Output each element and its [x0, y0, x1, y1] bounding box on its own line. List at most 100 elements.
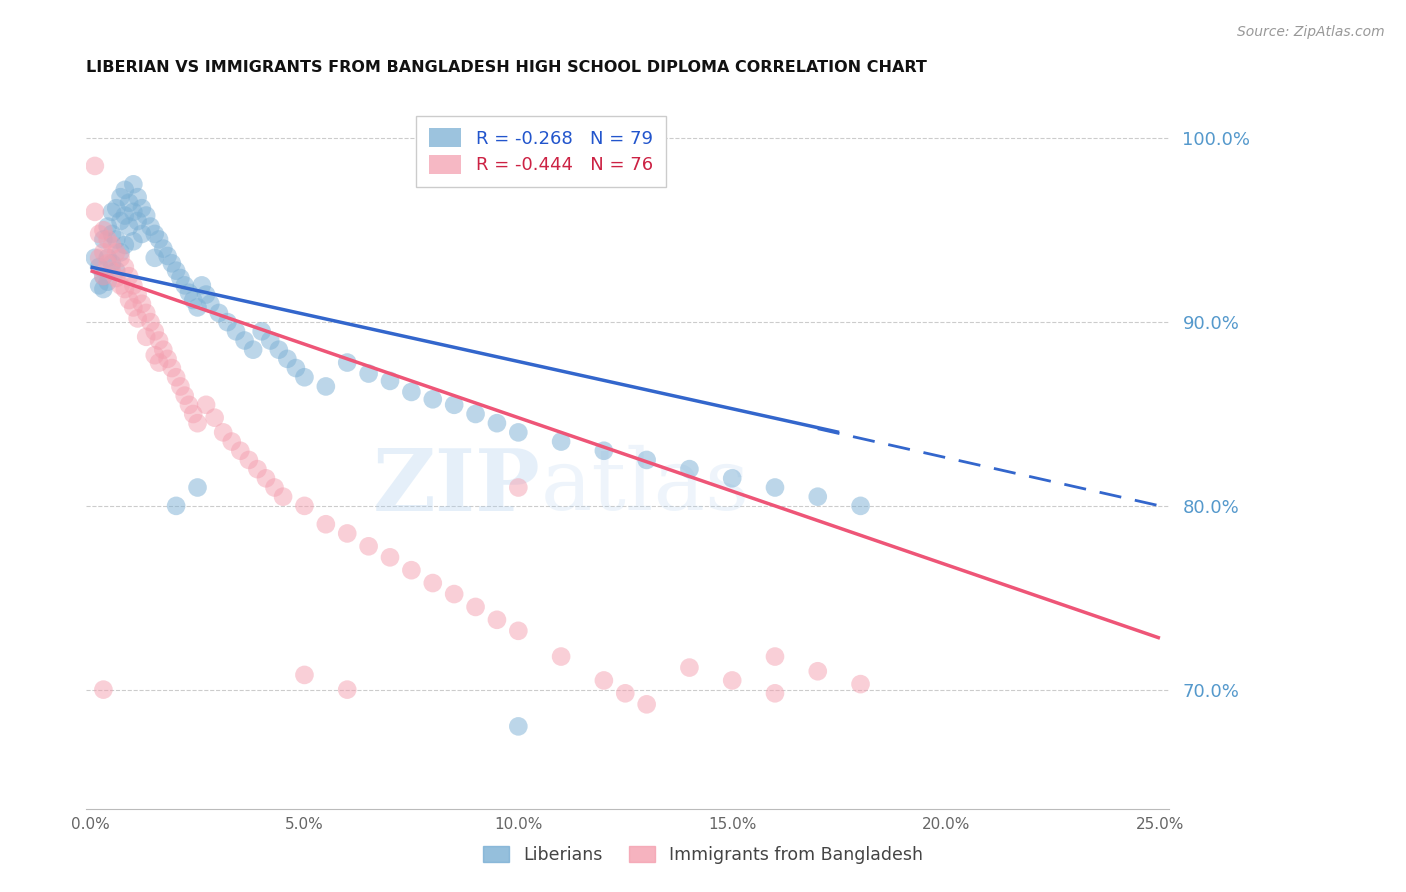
- Point: [101, 205, 124, 219]
- Point: [148, 232, 170, 246]
- Point: [485, 613, 508, 627]
- Point: [156, 249, 179, 263]
- Point: [118, 293, 141, 307]
- Point: [259, 334, 281, 348]
- Point: [254, 471, 277, 485]
- Point: [89, 260, 111, 274]
- Point: [678, 462, 700, 476]
- Point: [357, 539, 380, 553]
- Legend: Liberians, Immigrants from Bangladesh: Liberians, Immigrants from Bangladesh: [475, 837, 931, 872]
- Point: [122, 205, 145, 219]
- Point: [177, 398, 200, 412]
- Point: [721, 673, 744, 688]
- Point: [195, 398, 218, 412]
- Point: [97, 251, 120, 265]
- Point: [83, 159, 105, 173]
- Point: [131, 201, 153, 215]
- Point: [148, 334, 170, 348]
- Point: [508, 425, 530, 440]
- Point: [636, 453, 658, 467]
- Point: [105, 271, 128, 285]
- Point: [93, 245, 115, 260]
- Point: [508, 719, 530, 733]
- Point: [849, 677, 872, 691]
- Point: [246, 462, 269, 476]
- Point: [763, 481, 786, 495]
- Point: [401, 384, 423, 399]
- Point: [443, 587, 465, 601]
- Point: [93, 682, 115, 697]
- Point: [101, 227, 124, 241]
- Point: [93, 232, 115, 246]
- Point: [114, 238, 136, 252]
- Point: [401, 563, 423, 577]
- Point: [127, 287, 149, 301]
- Point: [101, 263, 124, 277]
- Point: [97, 219, 120, 234]
- Point: [233, 334, 256, 348]
- Point: [105, 201, 128, 215]
- Point: [229, 443, 252, 458]
- Point: [464, 407, 486, 421]
- Point: [378, 374, 401, 388]
- Point: [127, 214, 149, 228]
- Point: [336, 526, 359, 541]
- Legend: R = -0.268   N = 79, R = -0.444   N = 76: R = -0.268 N = 79, R = -0.444 N = 76: [416, 116, 665, 187]
- Point: [336, 682, 359, 697]
- Point: [89, 227, 111, 241]
- Point: [114, 260, 136, 274]
- Point: [200, 297, 222, 311]
- Point: [97, 232, 120, 246]
- Point: [485, 416, 508, 430]
- Point: [93, 223, 115, 237]
- Point: [807, 490, 830, 504]
- Point: [110, 245, 132, 260]
- Point: [173, 389, 195, 403]
- Point: [118, 269, 141, 284]
- Point: [508, 624, 530, 638]
- Point: [110, 278, 132, 293]
- Point: [105, 245, 128, 260]
- Point: [763, 649, 786, 664]
- Point: [131, 297, 153, 311]
- Point: [636, 698, 658, 712]
- Point: [464, 599, 486, 614]
- Point: [221, 434, 243, 449]
- Point: [721, 471, 744, 485]
- Point: [177, 285, 200, 300]
- Point: [294, 370, 316, 384]
- Point: [114, 183, 136, 197]
- Point: [83, 205, 105, 219]
- Point: [148, 355, 170, 369]
- Point: [165, 263, 187, 277]
- Point: [336, 355, 359, 369]
- Text: Source: ZipAtlas.com: Source: ZipAtlas.com: [1237, 25, 1385, 39]
- Point: [131, 227, 153, 241]
- Point: [204, 410, 226, 425]
- Point: [422, 576, 444, 591]
- Point: [191, 278, 214, 293]
- Point: [165, 370, 187, 384]
- Text: ZIP: ZIP: [373, 444, 541, 529]
- Point: [186, 301, 208, 315]
- Point: [315, 379, 337, 393]
- Point: [143, 251, 166, 265]
- Point: [614, 686, 637, 700]
- Point: [160, 361, 183, 376]
- Point: [186, 416, 208, 430]
- Point: [250, 324, 273, 338]
- Point: [97, 275, 120, 289]
- Point: [238, 453, 260, 467]
- Point: [593, 443, 616, 458]
- Point: [93, 269, 115, 284]
- Point: [263, 481, 285, 495]
- Text: LIBERIAN VS IMMIGRANTS FROM BANGLADESH HIGH SCHOOL DIPLOMA CORRELATION CHART: LIBERIAN VS IMMIGRANTS FROM BANGLADESH H…: [86, 60, 927, 75]
- Point: [849, 499, 872, 513]
- Point: [173, 278, 195, 293]
- Point: [195, 287, 218, 301]
- Point: [122, 301, 145, 315]
- Point: [135, 209, 157, 223]
- Point: [143, 227, 166, 241]
- Point: [422, 392, 444, 407]
- Point: [156, 351, 179, 366]
